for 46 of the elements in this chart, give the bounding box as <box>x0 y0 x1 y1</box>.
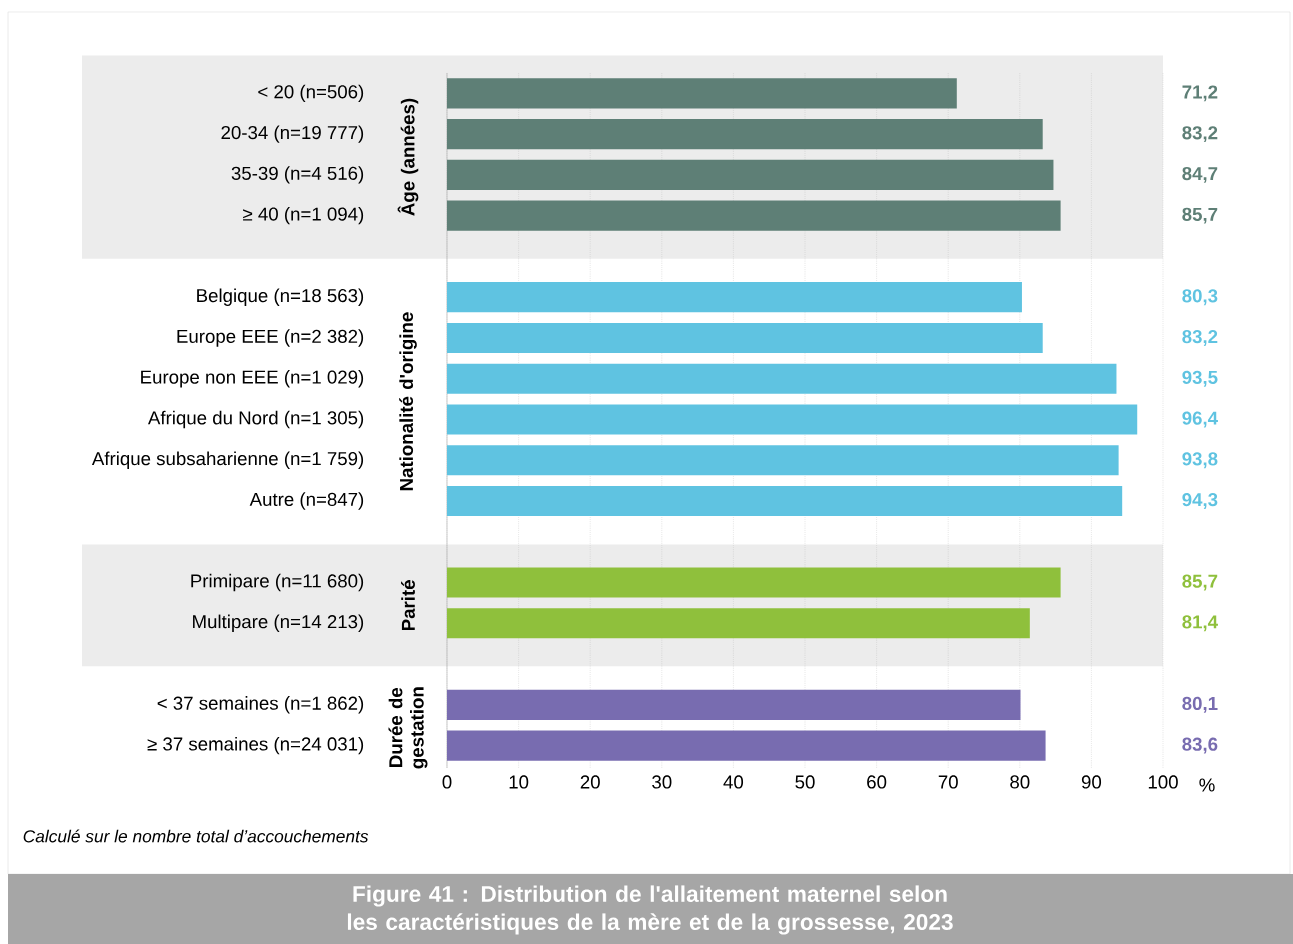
y-tick-label: 20-34 (n=19 777) <box>221 125 364 143</box>
text: Parité <box>401 580 415 631</box>
x-tick-label: 90 <box>1081 775 1102 789</box>
x-tick-label: 80 <box>1010 775 1030 789</box>
data-label: 84,7 <box>1182 166 1218 183</box>
y-tick-label: < 37 semaines (n=1 862) <box>157 696 364 714</box>
x-tick-label: 70 <box>938 775 958 789</box>
text: Nationalité d'origine <box>399 312 417 491</box>
y-tick-label: Multipare (n=14 213) <box>193 614 364 632</box>
y-tick-label: 35-39 (n=4 516) <box>231 166 364 184</box>
data-label: 80,1 <box>1182 696 1218 713</box>
x-axis-title: % <box>1199 778 1215 792</box>
y-tick-label: < 20 (n=506) <box>258 84 364 103</box>
data-label: 93,8 <box>1182 452 1218 469</box>
y-tick-label: Europe EEE (n=2 382) <box>177 329 364 347</box>
y-tick-label: Europe non EEE (n=1 029) <box>141 370 364 388</box>
data-label: 85,7 <box>1182 207 1218 224</box>
x-tick-label: 10 <box>509 775 529 789</box>
text: Durée de gestation <box>388 687 428 769</box>
text: Âge (années) <box>397 98 419 216</box>
data-label: 94,3 <box>1182 493 1218 509</box>
data-label: 83,2 <box>1182 126 1218 143</box>
y-tick-label: ≥ 37 semaines (n=24 031) <box>147 736 364 755</box>
y-tick-label: ≥ 40 (n=1 094) <box>243 206 364 225</box>
x-tick-label: 40 <box>723 775 744 789</box>
y-tick-label: Belgique (n=18 563) <box>197 288 364 306</box>
data-label: 96,4 <box>1182 411 1218 428</box>
data-label: 83,2 <box>1182 329 1218 346</box>
data-label: 93,5 <box>1182 370 1218 387</box>
y-tick-label: Afrique du Nord (n=1 305) <box>147 410 364 429</box>
data-label: 71,2 <box>1182 85 1218 102</box>
data-label: 80,3 <box>1182 289 1218 306</box>
text: Figure 41 : Distribution de l'allaitement maternel selon les caractéristiques de la mère et de la grossesse, 2023 <box>347 885 953 935</box>
x-tick-label: 60 <box>867 775 887 789</box>
x-tick-label: 0 <box>442 775 452 789</box>
y-tick-label: Autre (n=847) <box>249 492 364 510</box>
data-label: 85,7 <box>1182 574 1218 591</box>
x-tick-label: 50 <box>795 775 815 789</box>
x-tick-label: 20 <box>580 775 600 789</box>
x-tick-label: 30 <box>652 775 672 789</box>
data-label: 81,4 <box>1182 615 1218 632</box>
data-label: 83,6 <box>1182 737 1218 754</box>
text: Calculé sur le nombre total d’accouchements <box>23 829 369 843</box>
y-tick-label: Afrique subsaharienne (n=1 759) <box>91 451 364 469</box>
x-tick-label: 100 <box>1148 775 1178 789</box>
y-tick-label: Primipare (n=11 680) <box>191 573 364 592</box>
